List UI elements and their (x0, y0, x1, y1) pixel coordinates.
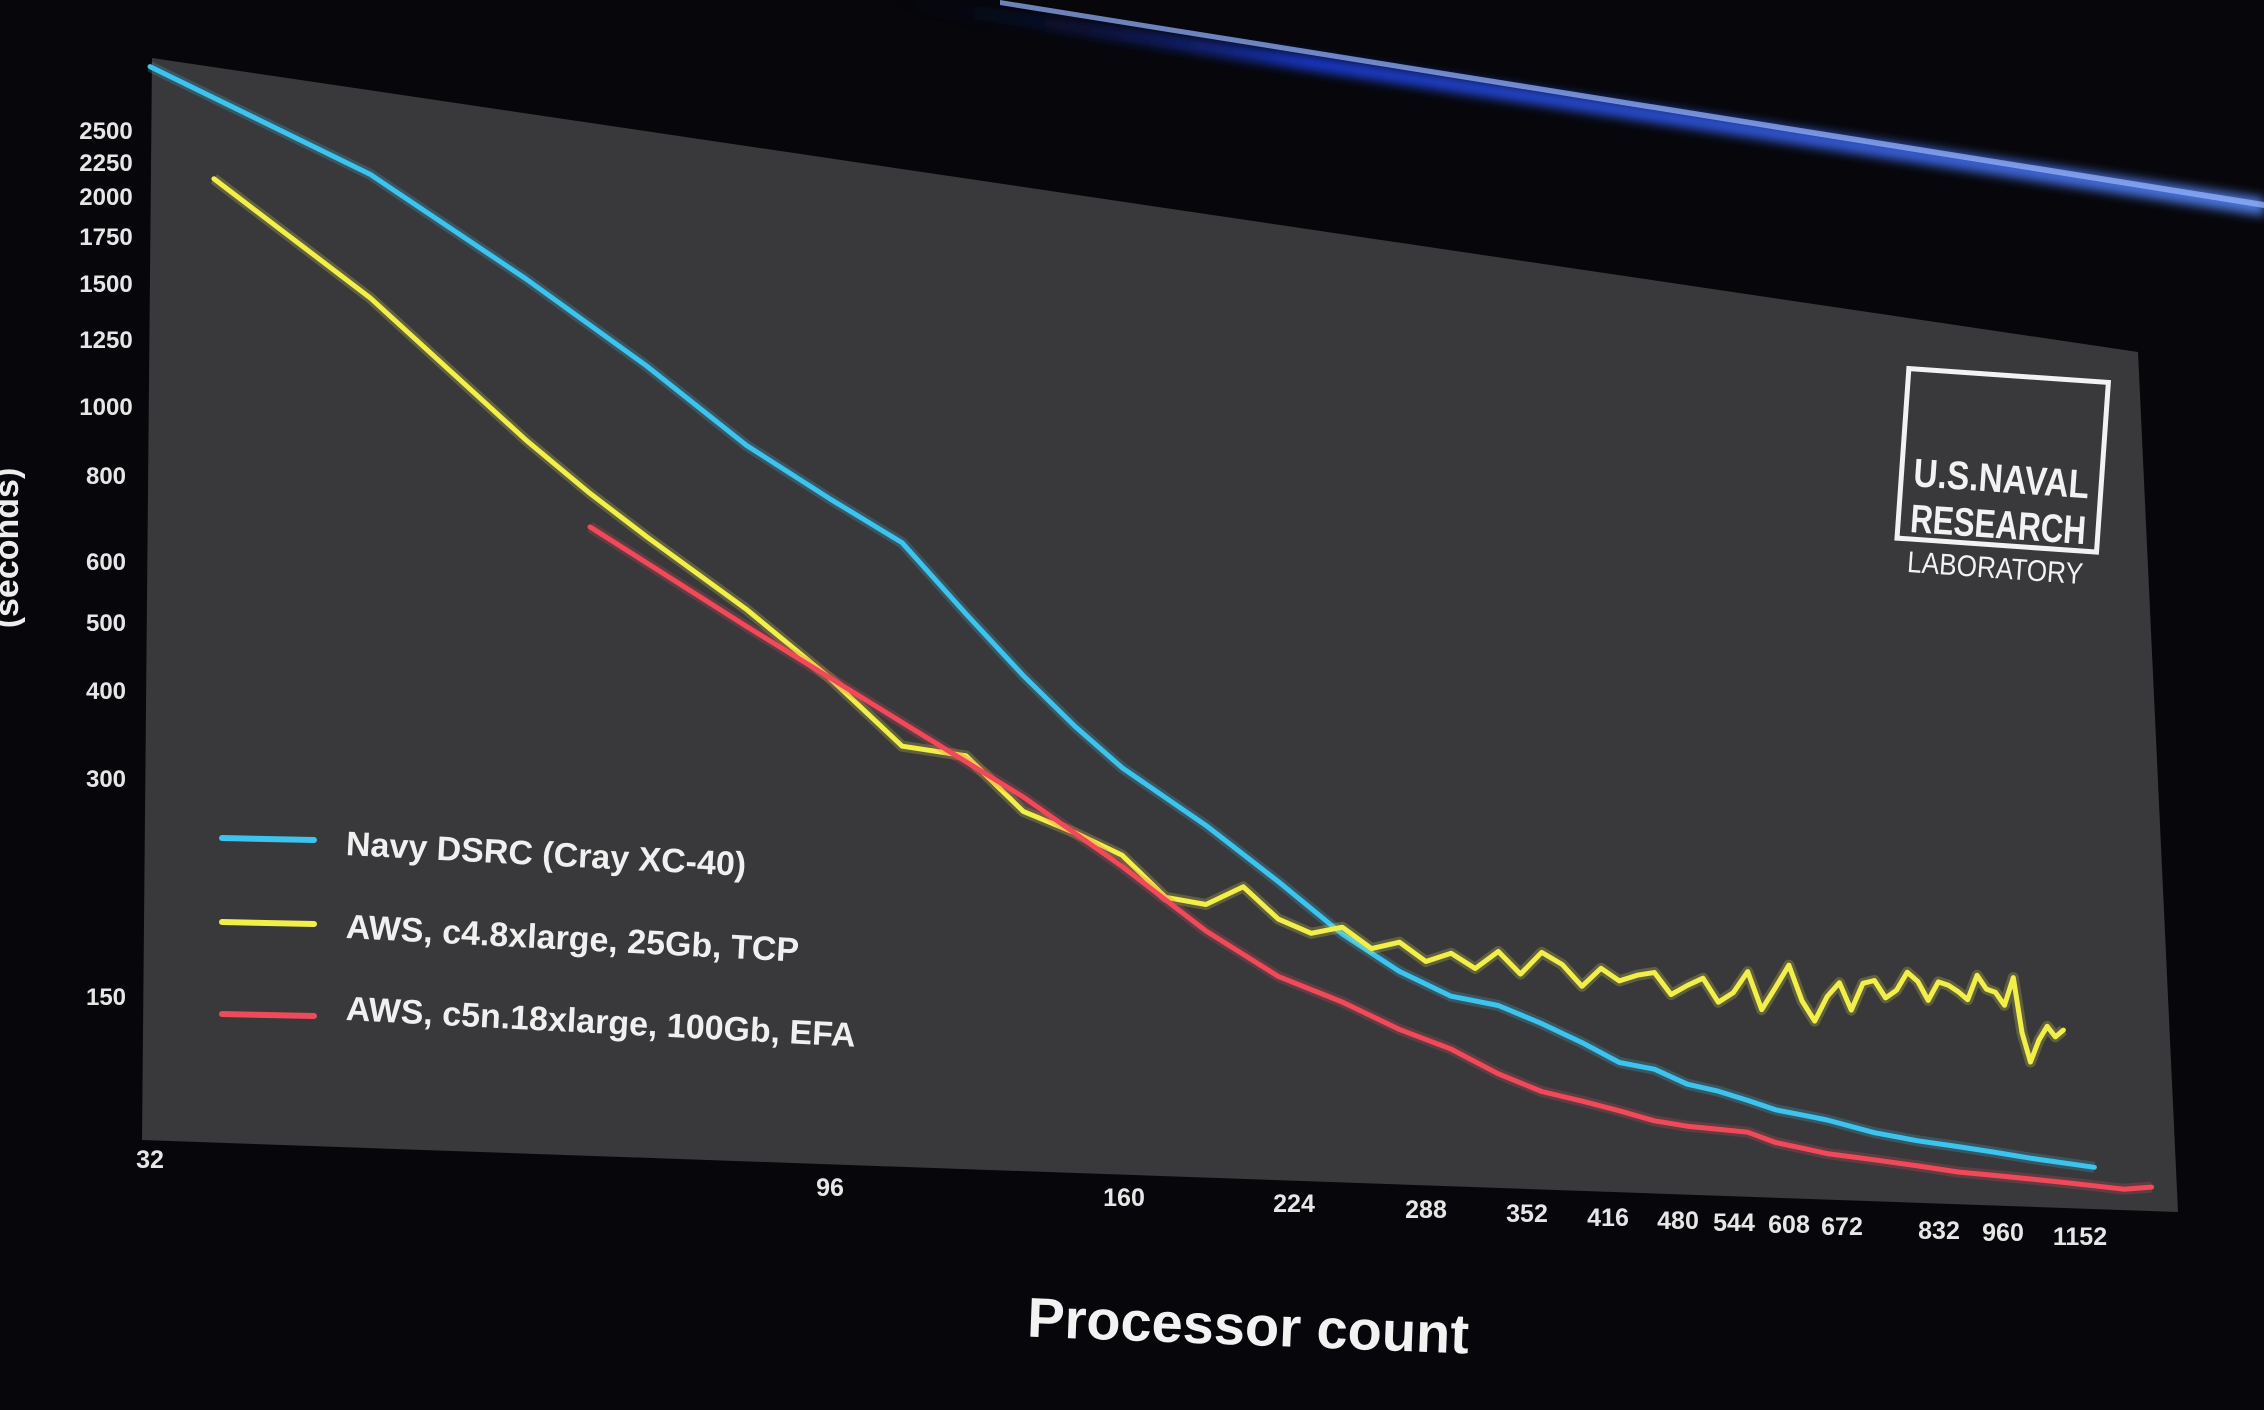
x-tick-label: 960 (1982, 1219, 2024, 1247)
x-tick-label: 224 (1273, 1190, 1315, 1218)
y-tick-label: 300 (86, 766, 126, 793)
x-tick-label: 288 (1405, 1196, 1447, 1224)
y-tick-label: 1500 (79, 271, 132, 298)
x-axis-title: Processor count (1026, 1286, 1470, 1366)
series-line (147, 64, 2097, 1170)
x-tick-label: 480 (1657, 1207, 1699, 1235)
y-tick-label: 150 (86, 984, 126, 1011)
series-line (211, 176, 2066, 1065)
x-tick-label: 832 (1918, 1217, 1960, 1245)
legend-swatch (219, 835, 317, 843)
x-tick-label: 416 (1587, 1204, 1629, 1232)
legend-swatch (219, 1011, 317, 1019)
plot-area (142, 58, 2178, 1212)
series-lines (147, 61, 2155, 1195)
x-tick-labels: 32 96 160 224 288 352 416 480 544 608 67… (136, 1146, 2107, 1251)
x-tick-label: 160 (1103, 1184, 1145, 1212)
x-tick-label: 352 (1506, 1200, 1548, 1228)
legend-swatch (219, 919, 317, 927)
y-tick-labels: 2500 2250 2000 1750 1500 1250 1000 800 6… (79, 118, 132, 1011)
y-tick-label: 500 (86, 610, 126, 637)
x-tick-label: 672 (1821, 1213, 1863, 1241)
series-line (587, 524, 2155, 1192)
y-axis-title: (seconds) (0, 468, 26, 629)
x-tick-label: 544 (1713, 1209, 1755, 1237)
y-tick-label: 2000 (79, 184, 132, 211)
x-tick-label: 1152 (2053, 1223, 2107, 1251)
x-tick-label: 608 (1768, 1211, 1810, 1239)
y-tick-label: 2500 (79, 118, 132, 145)
y-tick-label: 400 (86, 678, 126, 705)
y-tick-label: 600 (86, 549, 126, 576)
nrl-logo-frame (1894, 365, 2112, 555)
y-tick-label: 2250 (79, 150, 132, 177)
stage-light-band (900, 0, 2264, 216)
y-tick-label: 1000 (79, 394, 132, 421)
y-tick-label: 1250 (79, 327, 132, 354)
y-tick-label: 800 (86, 463, 126, 490)
x-tick-label: 96 (816, 1174, 844, 1202)
x-tick-label: 32 (136, 1146, 164, 1174)
y-tick-label: 1750 (79, 224, 132, 251)
